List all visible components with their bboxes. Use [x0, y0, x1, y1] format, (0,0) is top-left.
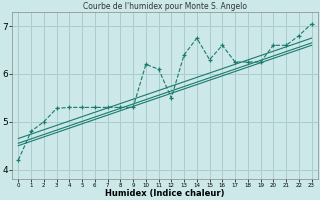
- Title: Courbe de l'humidex pour Monte S. Angelo: Courbe de l'humidex pour Monte S. Angelo: [83, 2, 247, 11]
- X-axis label: Humidex (Indice chaleur): Humidex (Indice chaleur): [105, 189, 225, 198]
